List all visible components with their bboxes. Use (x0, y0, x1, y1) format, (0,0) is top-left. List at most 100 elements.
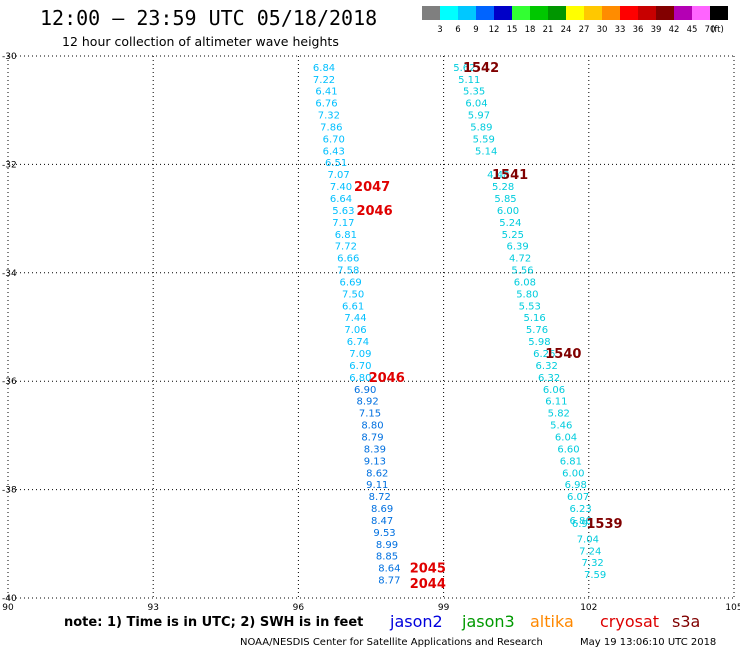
graticule (7, 55, 735, 599)
legend-swatch (458, 6, 476, 20)
legend-swatch (512, 6, 530, 20)
legend-swatch (548, 6, 566, 20)
wave-height-value: 6.11 (545, 397, 567, 408)
legend-bin-label: 39 (651, 25, 662, 35)
wave-height-value: 6.04 (465, 99, 487, 110)
page-title: 12:00 – 23:59 UTC 05/18/2018 (40, 6, 377, 30)
wave-height-value: 8.79 (361, 432, 383, 443)
wave-height-value: 6.61 (342, 301, 364, 312)
satellite-label-jason3: jason3 (461, 612, 515, 631)
wave-height-value: 5.98 (528, 337, 550, 348)
satellite-legend: jason2 jason3 altika cryosat s3a (389, 612, 700, 631)
legend-swatch (674, 6, 692, 20)
note-text: note: 1) Time is in UTC; 2) SWH is in fe… (64, 615, 363, 630)
pass-time-label: 2046 (369, 371, 405, 386)
pass-time-label: 2044 (410, 577, 446, 592)
satellite-label-cryosat: cryosat (600, 612, 659, 631)
legend-swatch (656, 6, 674, 20)
longitude-tick-label: 99 (438, 603, 450, 613)
wave-height-value: 9.13 (364, 456, 386, 467)
wave-height-value: 9.53 (373, 528, 395, 539)
wave-height-value: 8.69 (371, 504, 393, 515)
legend-swatch (422, 6, 440, 20)
wave-height-value: 6.69 (340, 277, 362, 288)
wave-height-value: 6.32 (536, 361, 558, 372)
wave-height-value: 5.62 (453, 63, 475, 74)
wave-height-value: 8.39 (364, 444, 386, 455)
longitude-tick-label: 93 (147, 603, 158, 613)
wave-height-value: 7.32 (582, 558, 604, 569)
legend-bin-label: 27 (579, 25, 590, 35)
wave-height-value: 6.84 (313, 63, 335, 74)
footer-timestamp: May 19 13:06:10 UTC 2018 (580, 637, 716, 648)
wave-height-value: 6.80 (349, 373, 371, 384)
legend-bin-label: 6 (455, 25, 460, 35)
wave-height-value: 7.07 (327, 170, 349, 181)
pass-time-label: 2046 (356, 204, 392, 219)
wave-height-value: 6.26 (533, 349, 555, 360)
wave-height-value: 6.98 (565, 480, 587, 491)
wave-height-value: 7.15 (359, 409, 381, 420)
wave-height-value: 5.14 (475, 146, 497, 157)
wave-height-value: 6.07 (567, 492, 589, 503)
legend-swatch (620, 6, 638, 20)
wave-height-value: 6.70 (349, 361, 371, 372)
footer-credit: NOAA/NESDIS Center for Satellite Applica… (240, 637, 543, 648)
wave-height-value: 7.09 (349, 349, 371, 360)
wave-height-value: 9.11 (366, 480, 388, 491)
wave-height-value: 4.72 (509, 254, 531, 265)
wave-height-value: 6.41 (315, 87, 337, 98)
legend-unit: (ft) (711, 25, 724, 35)
color-legend: 3 6 9 12 15 18 21 24 27 30 33 36 39 42 45 70 (422, 6, 728, 35)
wave-height-value: 6.00 (562, 468, 584, 479)
legend-bin-label: 33 (615, 25, 626, 35)
wave-height-value: 7.24 (579, 546, 601, 557)
legend-swatch (476, 6, 494, 20)
longitude-tick-label: 102 (580, 603, 597, 613)
latitude-tick-label: -30 (2, 52, 17, 62)
wave-height-value: 6.64 (330, 194, 352, 205)
legend-swatch (692, 6, 710, 20)
wave-height-value: 8.72 (369, 492, 391, 503)
latitude-tick-label: -38 (2, 486, 17, 496)
legend-bin-label: 45 (687, 25, 698, 35)
legend-swatch (440, 6, 458, 20)
wave-height-value: 7.17 (332, 218, 354, 229)
wave-height-value: 7.04 (577, 534, 599, 545)
pass-time-label: 1541 (492, 168, 528, 183)
wave-height-value: 6.81 (560, 456, 582, 467)
wave-height-value: 7.59 (584, 570, 606, 581)
wave-height-value: 5.85 (494, 194, 516, 205)
wave-height-value: 6.76 (315, 99, 337, 110)
legend-swatch (530, 6, 548, 20)
wave-height-values: 6.847.226.416.767.327.866.706.436.517.07… (313, 63, 606, 587)
pass-time-label: 2047 (354, 180, 390, 195)
legend-swatch (602, 6, 620, 20)
latitude-tick-label: -34 (2, 269, 17, 279)
wave-height-value: 5.76 (526, 325, 548, 336)
legend-bin-label: 36 (633, 25, 644, 35)
wave-height-value: 5.80 (516, 289, 538, 300)
wave-height-value: 6.81 (335, 230, 357, 241)
legend-bin-label: 3 (437, 25, 442, 35)
wave-height-value: 6.00 (497, 206, 519, 217)
wave-height-value: 6.08 (514, 277, 536, 288)
wave-height-value: 5.59 (473, 134, 495, 145)
wave-height-value: 6.91 (572, 519, 594, 530)
legend-bin-label: 21 (543, 25, 554, 35)
legend-swatch (494, 6, 512, 20)
longitude-tick-label: 105 (725, 603, 740, 613)
wave-height-value: 7.72 (335, 242, 357, 253)
wave-height-value: 5.11 (458, 75, 480, 86)
legend-bin-label: 30 (597, 25, 608, 35)
wave-height-value: 5.25 (502, 230, 524, 241)
wave-height-value: 7.22 (313, 75, 335, 86)
wave-height-value: 7.40 (330, 182, 352, 193)
legend-swatch (638, 6, 656, 20)
wave-height-value: 8.99 (376, 540, 398, 551)
wave-height-value: 6.60 (557, 444, 579, 455)
wave-height-value: 5.56 (511, 266, 533, 277)
legend-bin-label: 15 (507, 25, 518, 35)
